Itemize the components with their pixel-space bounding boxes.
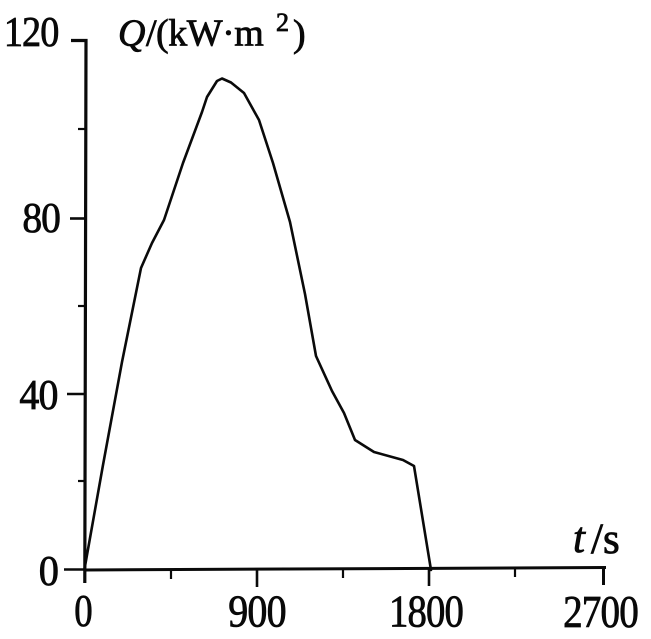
svg-text:80: 80 xyxy=(22,194,60,242)
svg-text:40: 40 xyxy=(19,371,57,418)
svg-text:1800: 1800 xyxy=(389,587,463,638)
svg-text:Q: Q xyxy=(118,13,145,55)
svg-text:0: 0 xyxy=(74,585,92,636)
svg-text:120: 120 xyxy=(4,8,59,55)
svg-text:2: 2 xyxy=(276,8,289,37)
svg-text:/(kW·m: /(kW·m xyxy=(146,13,263,55)
svg-text:t: t xyxy=(573,515,586,562)
svg-text:900: 900 xyxy=(228,587,285,637)
svg-text:): ) xyxy=(293,13,305,55)
svg-text:/s: /s xyxy=(591,516,620,563)
svg-text:2700: 2700 xyxy=(563,587,638,637)
svg-text:0: 0 xyxy=(39,547,58,594)
